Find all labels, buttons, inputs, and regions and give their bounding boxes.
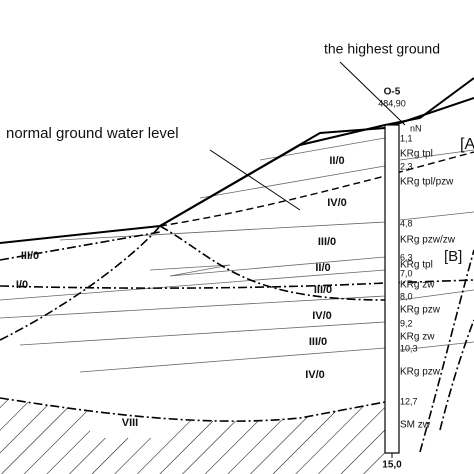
layer-lines	[0, 137, 474, 373]
marker: [B]	[444, 248, 462, 265]
soil: KRg tpl	[400, 149, 433, 160]
soil: KRg pzw/zw	[400, 235, 456, 246]
bedrock-hatch	[0, 398, 385, 474]
depth: 2,3	[400, 161, 413, 171]
soil: KRg tpl/pzw	[400, 177, 454, 188]
boundary-4	[159, 225, 386, 301]
marker: [A	[460, 136, 474, 153]
zone: VIII	[122, 417, 139, 429]
annotation: normal ground water level	[6, 125, 179, 142]
soil: KRg zw	[400, 280, 435, 291]
zone: III/0	[314, 284, 332, 296]
soils: nN KRg tpl KRg tpl/pzw KRg pzw/zw KRg tp…	[400, 123, 456, 430]
annotation: the highest ground	[324, 41, 440, 57]
boundary-5	[0, 231, 161, 261]
zone: IV/0	[305, 369, 325, 381]
depth: 8,0	[400, 291, 413, 301]
borehole-name: O-5	[384, 87, 401, 98]
zone: III/0	[318, 236, 336, 248]
borehole-elevation: 484,90	[378, 98, 406, 108]
zones: II/0 IV/0 III/0 III/0 I/0 II/0 III/0 IV/…	[16, 155, 347, 429]
soil: KRg zw	[400, 332, 435, 343]
bottom-depth: 15,0	[382, 460, 402, 471]
zone: IV/0	[312, 310, 332, 322]
soil: nN	[410, 123, 422, 133]
soil: KRg pzw	[400, 305, 441, 316]
depth: 1,1	[400, 133, 413, 143]
boundary-6	[419, 249, 474, 453]
borehole	[384, 124, 400, 454]
normal-water-line	[159, 151, 474, 227]
depth: 9,2	[400, 318, 413, 328]
soil: SM zw	[400, 420, 431, 431]
depth: 7,0	[400, 268, 413, 278]
zone: IV/0	[327, 197, 347, 209]
zone: I/0	[16, 279, 28, 291]
ground-surface	[0, 97, 474, 244]
pointer	[339, 61, 406, 126]
soil: KRg pzw	[400, 367, 441, 378]
zone: III/0	[309, 336, 327, 348]
boundary-7	[439, 319, 474, 431]
soil: KRg tpl	[400, 260, 433, 271]
zone: II/0	[329, 155, 344, 167]
depth: 10,3	[400, 343, 418, 353]
pointer	[209, 149, 301, 211]
depths: 1,1 2,3 4,8 6,3 7,0 8,0 9,2 10,3 12,7	[400, 133, 418, 406]
zone: II/0	[315, 262, 330, 274]
zone: III/0	[21, 250, 39, 262]
depth: 6,3	[400, 252, 413, 262]
depth: 4,8	[400, 218, 413, 228]
boundary-2	[0, 397, 386, 422]
boundary-3	[0, 225, 161, 341]
depth: 12,7	[400, 396, 418, 406]
